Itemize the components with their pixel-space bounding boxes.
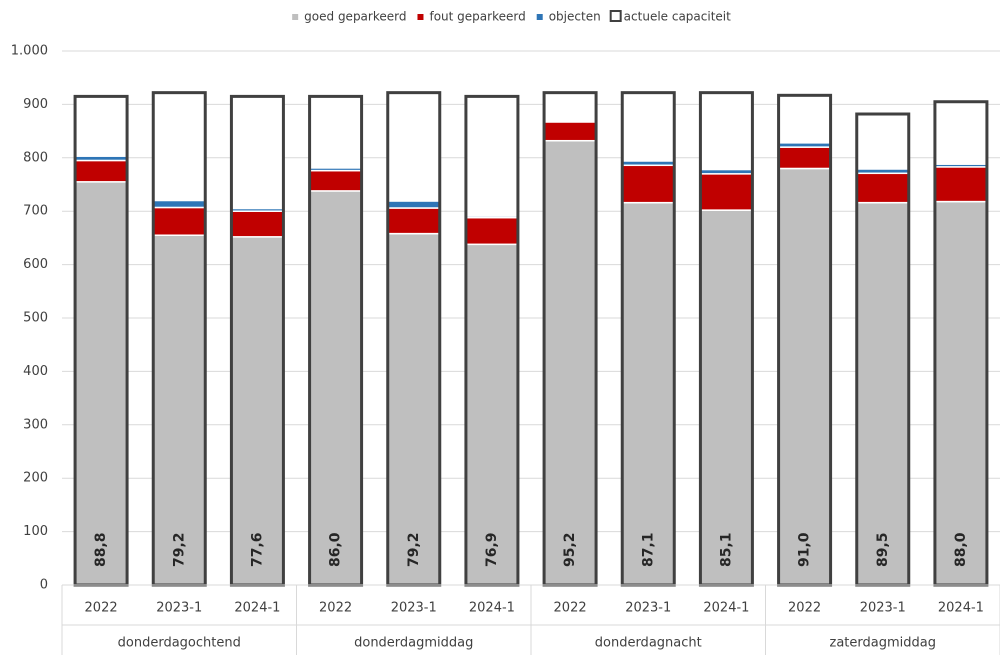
bar-segment	[152, 199, 206, 209]
y-tick-label: 1.000	[11, 44, 48, 59]
bar-label: 88,8	[93, 532, 109, 567]
bar-segment	[465, 216, 519, 246]
bar-segment	[152, 206, 206, 236]
bar-segment	[230, 210, 285, 238]
bar-segment	[856, 201, 910, 586]
y-tick-label: 800	[23, 150, 48, 165]
x-tick-label: 2022	[319, 601, 352, 616]
bar-segment	[621, 160, 675, 167]
bar-segment	[699, 209, 754, 586]
x-tick-label: 2024-1	[938, 601, 984, 616]
x-tick-label: 2022	[85, 601, 118, 616]
bar-label: 88,0	[953, 532, 969, 567]
x-tick-label: 2023-1	[860, 601, 906, 616]
bar-segment	[465, 243, 519, 586]
x-tick-label: 2024-1	[234, 601, 280, 616]
y-tick-label: 200	[23, 471, 48, 486]
x-tick-label: 2023-1	[391, 601, 437, 616]
bar-label: 86,0	[328, 532, 344, 567]
legend-marker	[292, 14, 299, 20]
x-tick-label: 2024-1	[469, 601, 515, 616]
bar-segment	[387, 232, 441, 586]
bar-segment	[230, 207, 285, 212]
bar-segment	[621, 201, 675, 586]
bar-segment	[308, 167, 363, 172]
legend: goed geparkeerd fout geparkeerd objecten ac…	[292, 10, 731, 24]
bar-segment	[74, 181, 128, 586]
group-label: zaterdagmiddag	[830, 636, 936, 651]
x-tick-label: 2024-1	[703, 601, 749, 616]
bar-segment	[74, 159, 128, 183]
y-tick-label: 0	[40, 578, 48, 593]
y-tick-label: 500	[23, 311, 48, 326]
bar-segment	[934, 163, 988, 168]
legend-label: goed geparkeerd	[304, 10, 406, 24]
legend-marker	[417, 14, 424, 20]
legend-marker	[609, 10, 622, 22]
bar-label: 87,1	[640, 532, 656, 567]
legend-label: actuele capaciteit	[624, 10, 731, 24]
y-tick-label: 600	[23, 257, 48, 272]
y-tick-label: 400	[23, 364, 48, 379]
group-label: donderdagochtend	[118, 636, 241, 651]
bar-segment	[465, 215, 519, 219]
bar-segment	[308, 169, 363, 192]
bar-segment	[777, 146, 832, 170]
bar-segment	[856, 168, 910, 175]
x-tick-label: 2022	[554, 601, 587, 616]
group-label: donderdagnacht	[595, 636, 702, 651]
bar-segment	[74, 155, 128, 162]
y-tick-label: 100	[23, 524, 48, 539]
bar-label: 89,5	[875, 532, 891, 567]
bar-segment	[699, 168, 754, 175]
bar-label: 95,2	[562, 532, 578, 567]
bar-segment	[387, 207, 441, 235]
group-label: donderdagmiddag	[354, 636, 473, 651]
x-tick-label: 2022	[788, 601, 821, 616]
bar-segment	[777, 142, 832, 148]
bar-segment	[777, 167, 832, 586]
bar-label: 77,6	[249, 532, 265, 567]
bar-label: 79,2	[171, 532, 187, 567]
bar-segment	[934, 200, 988, 586]
bar-segment	[387, 200, 441, 209]
legend-label: fout geparkeerd	[429, 10, 525, 24]
bar-segment	[543, 139, 597, 586]
bar-label: 91,0	[797, 532, 813, 567]
bar-segment	[934, 166, 988, 203]
bar-segment	[699, 173, 754, 211]
y-tick-label: 900	[23, 97, 48, 112]
legend-marker	[536, 14, 543, 20]
bar-label: 85,1	[718, 532, 734, 567]
bar-segment	[621, 164, 675, 204]
legend-label: objecten	[549, 10, 601, 24]
x-tick-label: 2023-1	[156, 601, 202, 616]
bar-label: 79,2	[406, 532, 422, 567]
bar-segment	[308, 190, 363, 586]
bar-segment	[856, 172, 910, 204]
y-tick-label: 300	[23, 417, 48, 432]
x-tick-label: 2023-1	[625, 601, 671, 616]
y-tick-label: 700	[23, 204, 48, 219]
bar-segment	[543, 121, 597, 142]
bar-label: 76,9	[484, 532, 500, 567]
